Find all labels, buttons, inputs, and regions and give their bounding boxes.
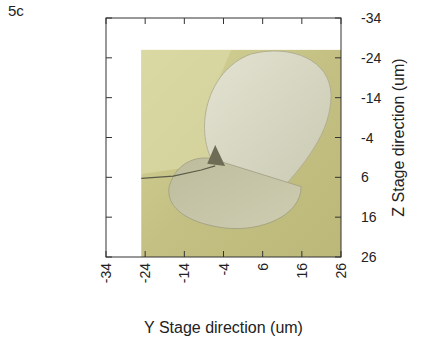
x-tick [184,18,185,24]
y-tick-label: 26 [361,249,377,265]
x-tick-label: -24 [137,263,153,283]
x-tick-label: -14 [176,263,192,283]
image-background [141,50,341,257]
x-tick [145,251,146,257]
x-tick-label: 16 [294,263,310,279]
y-tick [106,177,112,178]
title: 5c [8,2,24,19]
y-tick-label: -14 [361,90,381,106]
x-tick-label: 26 [333,263,349,279]
y-tick [335,217,341,218]
y-tick [106,57,112,58]
x-tick [223,18,224,24]
y-tick [335,18,341,19]
x-tick [301,18,302,24]
y-tick [106,217,112,218]
x-tick [341,251,342,257]
y-axis-label: Z Stage direction (um) [390,58,407,216]
image-junction [207,145,225,166]
x-tick [106,18,107,24]
y-tick-label: -4 [361,130,374,146]
chart: -34 -24 -14 -4 6 16 26 -34 -24 -14 -4 6 16 26 5c Y Stag… [0,0,435,342]
y-tick-label: -24 [361,50,381,66]
image [141,50,341,257]
x-tick [184,251,185,257]
x-tick [301,251,302,257]
x-tick [145,18,146,24]
y-tick [106,18,112,19]
y-tick [106,137,112,138]
y-tick-label: -34 [361,10,381,26]
x-tick-label: -34 [98,263,114,283]
x-tick [262,18,263,24]
y-tick [335,177,341,178]
x-tick [341,18,342,24]
y-tick [335,97,341,98]
image-grain [169,158,301,229]
x-tick [106,251,107,257]
x-tick-label: 6 [255,263,271,271]
x-tick [223,251,224,257]
y-tick-label: 6 [361,169,369,185]
x-axis-label: Y Stage direction (um) [144,319,303,336]
y-tick [335,137,341,138]
x-tick [262,251,263,257]
x-tick-label: -4 [216,263,232,276]
y-tick-label: 16 [361,209,377,225]
plot-frame [106,18,341,257]
chart-root: -34 -24 -14 -4 6 16 26 -34 -24 -14 -4 6 16 26 5c Y Stag… [0,0,435,342]
y-tick [335,57,341,58]
y-tick [335,257,341,258]
image-crack [141,166,215,178]
y-tick [106,257,112,258]
y-tick [106,97,112,98]
